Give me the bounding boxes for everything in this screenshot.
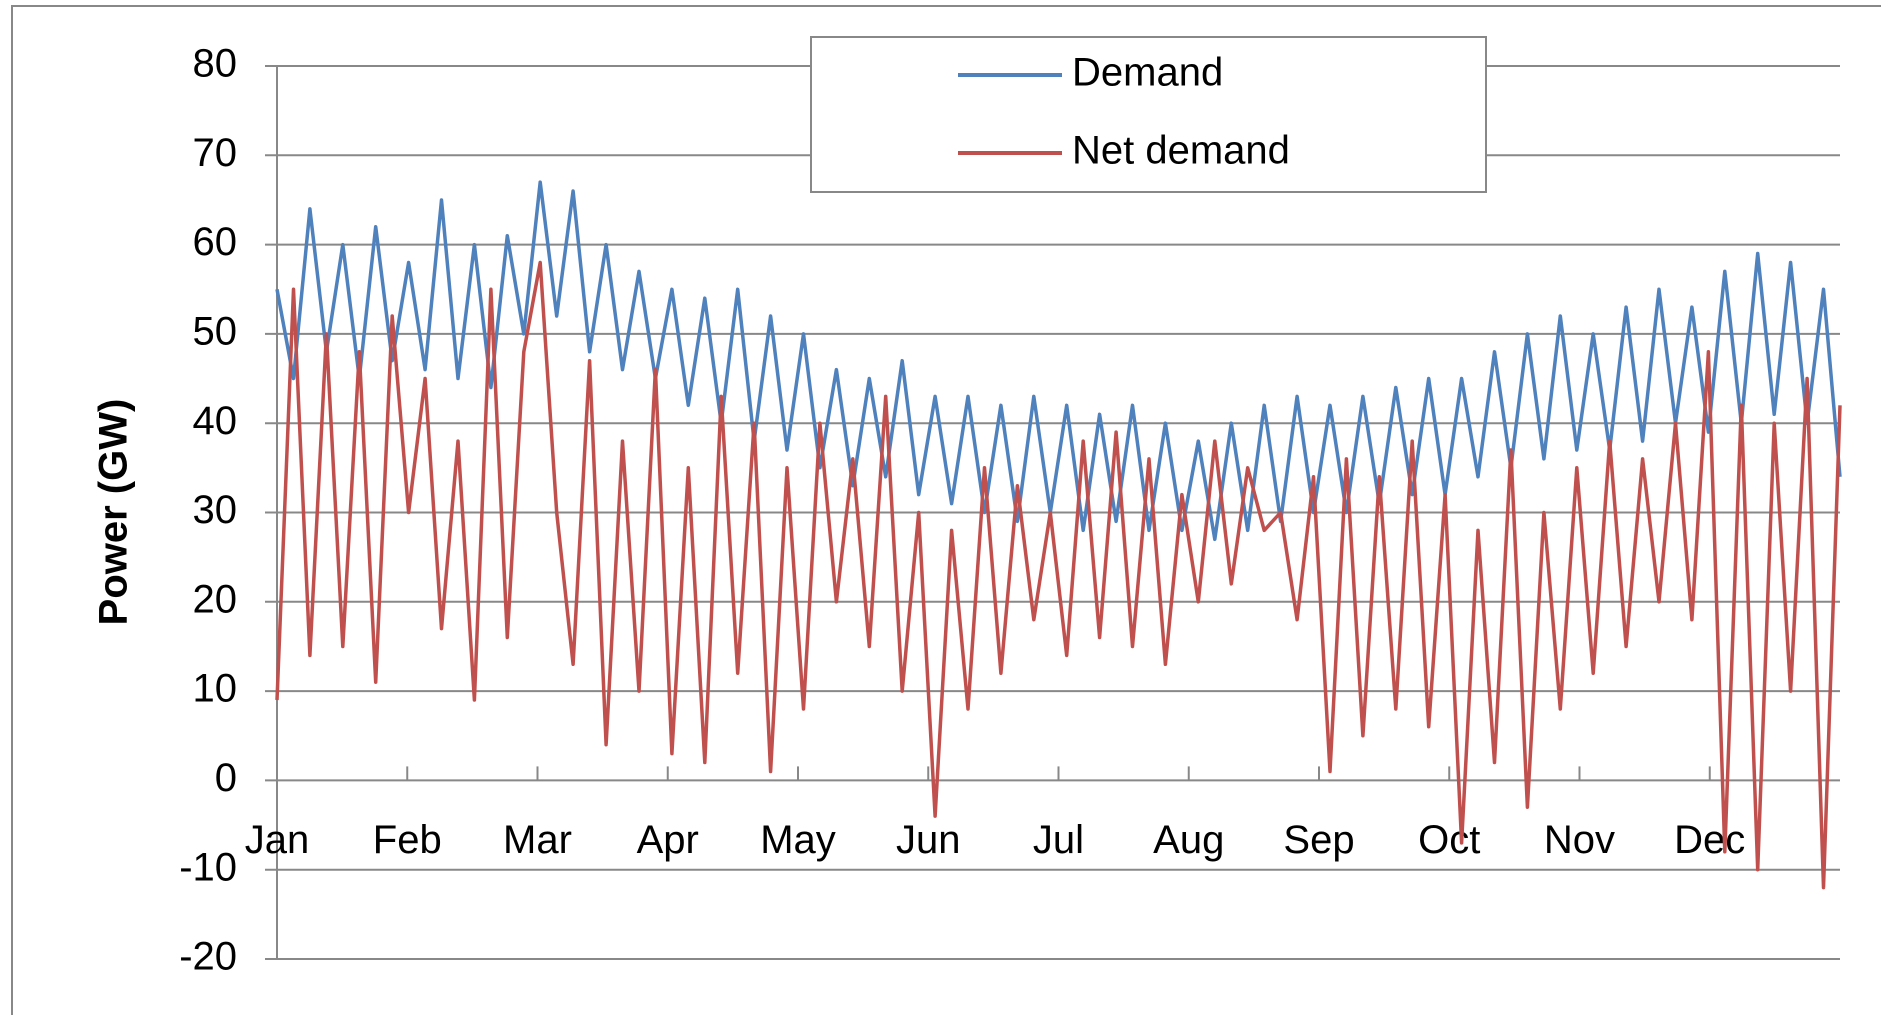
x-tick-label: Aug xyxy=(1153,818,1224,862)
x-tick-label: Jul xyxy=(1033,818,1084,862)
x-tick-label: Sep xyxy=(1283,818,1354,862)
y-axis-label: Power (GW) xyxy=(92,399,136,626)
y-tick-label: -10 xyxy=(179,845,237,889)
x-tick-label: May xyxy=(760,818,836,862)
x-tick-label: Feb xyxy=(373,818,442,862)
legend-label: Demand xyxy=(1072,51,1223,95)
legend-label: Net demand xyxy=(1072,129,1290,173)
y-tick-label: 30 xyxy=(193,488,238,532)
x-tick-label: Jun xyxy=(896,818,961,862)
x-tick-label: Mar xyxy=(503,818,572,862)
y-tick-label: 60 xyxy=(193,220,238,264)
y-tick-label: -20 xyxy=(179,935,237,979)
x-tick-label: Dec xyxy=(1674,818,1745,862)
x-tick-label: Jan xyxy=(245,818,310,862)
line-series xyxy=(275,260,1842,890)
chart-border xyxy=(11,5,1881,1015)
x-tick-label: Oct xyxy=(1418,818,1480,862)
y-tick-label: 50 xyxy=(193,309,238,353)
y-tick-label: 40 xyxy=(193,399,238,443)
y-tick-label: 10 xyxy=(193,667,238,711)
line-series xyxy=(275,180,1842,542)
y-tick-label: 0 xyxy=(215,756,237,800)
x-tick-label: Apr xyxy=(637,818,699,862)
x-tick-label: Nov xyxy=(1544,818,1615,862)
y-tick-label: 80 xyxy=(193,42,238,86)
legend-box xyxy=(810,36,1487,193)
y-tick-label: 70 xyxy=(193,131,238,175)
y-tick-label: 20 xyxy=(193,577,238,621)
